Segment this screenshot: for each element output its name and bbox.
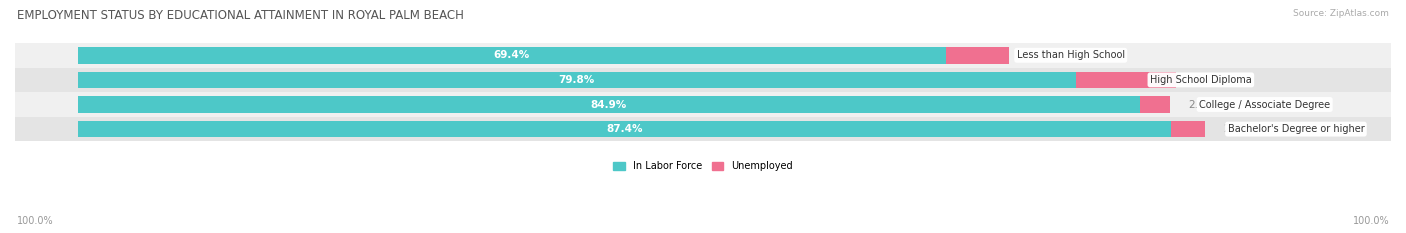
- Text: Bachelor's Degree or higher: Bachelor's Degree or higher: [1227, 124, 1364, 134]
- Text: 100.0%: 100.0%: [1353, 216, 1389, 226]
- Bar: [1140, 96, 1170, 113]
- Text: Less than High School: Less than High School: [1017, 50, 1125, 60]
- Bar: [1076, 72, 1175, 88]
- Text: 2.7%: 2.7%: [1223, 124, 1250, 134]
- Bar: [946, 47, 1010, 64]
- Text: EMPLOYMENT STATUS BY EDUCATIONAL ATTAINMENT IN ROYAL PALM BEACH: EMPLOYMENT STATUS BY EDUCATIONAL ATTAINM…: [17, 9, 464, 22]
- Text: 2.4%: 2.4%: [1188, 99, 1215, 110]
- Bar: [77, 72, 1076, 88]
- Text: 84.9%: 84.9%: [591, 99, 627, 110]
- Bar: [1171, 121, 1205, 137]
- Text: 100.0%: 100.0%: [17, 216, 53, 226]
- Text: 79.8%: 79.8%: [558, 75, 595, 85]
- Text: Source: ZipAtlas.com: Source: ZipAtlas.com: [1294, 9, 1389, 18]
- Bar: [77, 47, 946, 64]
- Bar: [15, 43, 1391, 68]
- Text: 5.1%: 5.1%: [1028, 50, 1054, 60]
- Text: 87.4%: 87.4%: [606, 124, 643, 134]
- Text: 69.4%: 69.4%: [494, 50, 530, 60]
- Bar: [15, 68, 1391, 92]
- Bar: [15, 117, 1391, 141]
- Legend: In Labor Force, Unemployed: In Labor Force, Unemployed: [613, 161, 793, 171]
- Bar: [77, 96, 1140, 113]
- Bar: [77, 121, 1171, 137]
- Bar: [15, 92, 1391, 117]
- Text: 8.0%: 8.0%: [1195, 75, 1220, 85]
- Text: High School Diploma: High School Diploma: [1150, 75, 1251, 85]
- Text: College / Associate Degree: College / Associate Degree: [1199, 99, 1330, 110]
